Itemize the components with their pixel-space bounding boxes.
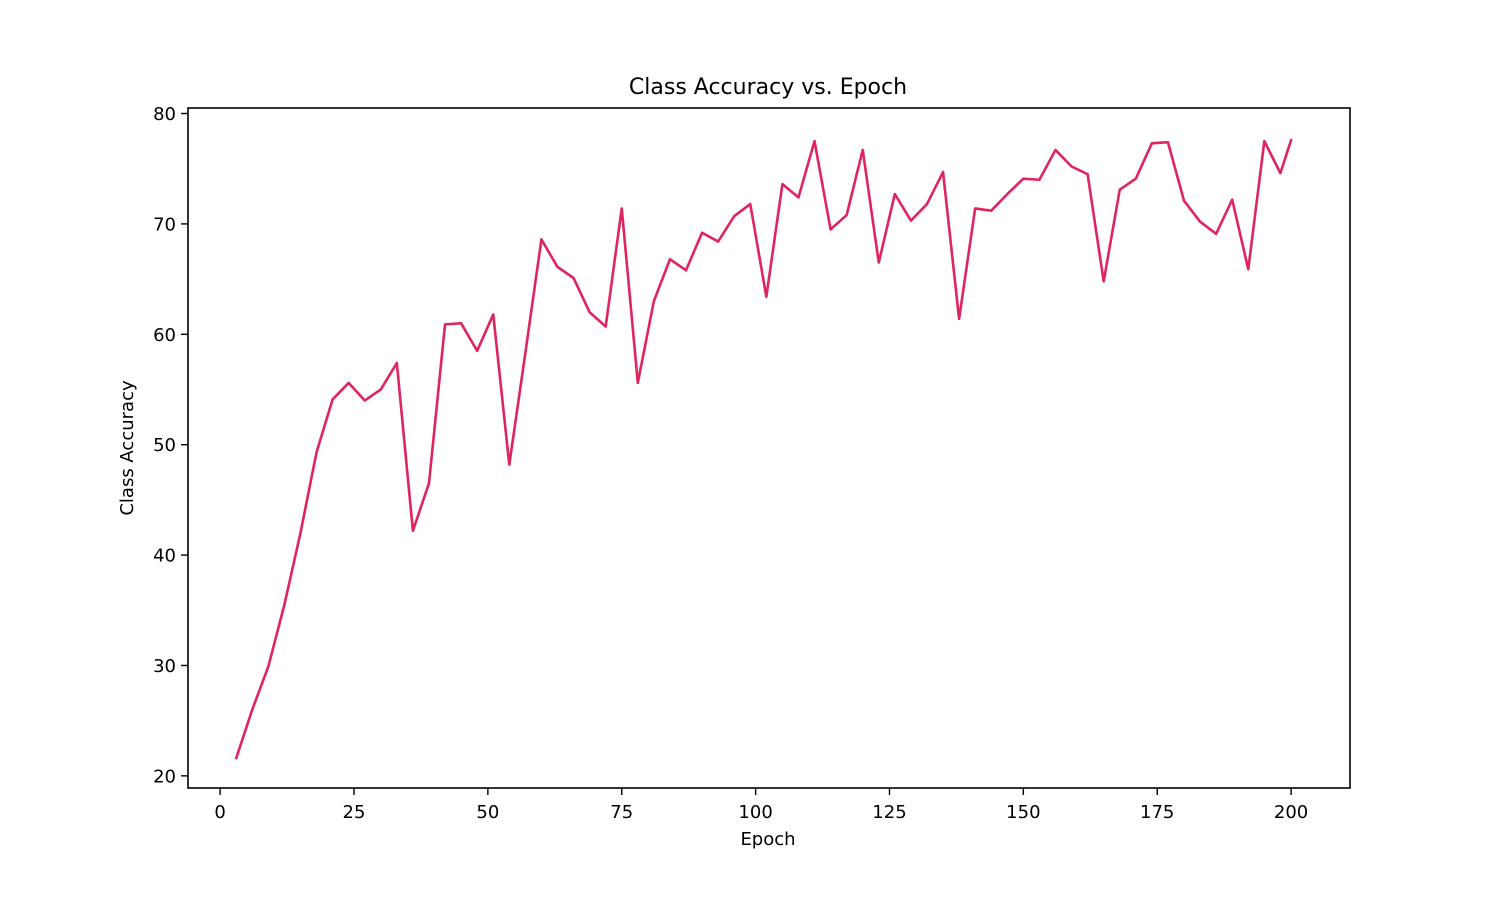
x-axis-label: Epoch bbox=[740, 829, 795, 850]
x-tick-label: 125 bbox=[872, 802, 906, 823]
y-tick-label: 80 bbox=[153, 104, 176, 125]
x-tick-label: 150 bbox=[1006, 802, 1040, 823]
plot-area bbox=[187, 107, 1351, 789]
y-tick-label: 50 bbox=[153, 435, 176, 456]
x-tick-label: 25 bbox=[343, 802, 366, 823]
plot-frame bbox=[187, 107, 1351, 789]
x-tick-label: 75 bbox=[610, 802, 633, 823]
x-tick-label: 200 bbox=[1274, 802, 1308, 823]
y-tick-label: 20 bbox=[153, 766, 176, 787]
y-axis: 20 30 40 50 60 70 80 bbox=[153, 104, 188, 787]
y-tick-label: 30 bbox=[153, 656, 176, 677]
y-tick-label: 70 bbox=[153, 214, 176, 235]
y-axis-label: Class Accuracy bbox=[117, 380, 138, 516]
x-tick-label: 50 bbox=[476, 802, 499, 823]
x-tick-label: 100 bbox=[738, 802, 772, 823]
y-tick-label: 40 bbox=[153, 546, 176, 567]
x-axis: 0 25 50 75 100 125 150 175 200 bbox=[214, 788, 1308, 823]
y-tick-label: 60 bbox=[153, 325, 176, 346]
series-line-0 bbox=[234, 138, 1293, 760]
x-tick-label: 0 bbox=[214, 802, 225, 823]
chart-title: Class Accuracy vs. Epoch bbox=[629, 75, 907, 100]
x-tick-label: 175 bbox=[1140, 802, 1174, 823]
